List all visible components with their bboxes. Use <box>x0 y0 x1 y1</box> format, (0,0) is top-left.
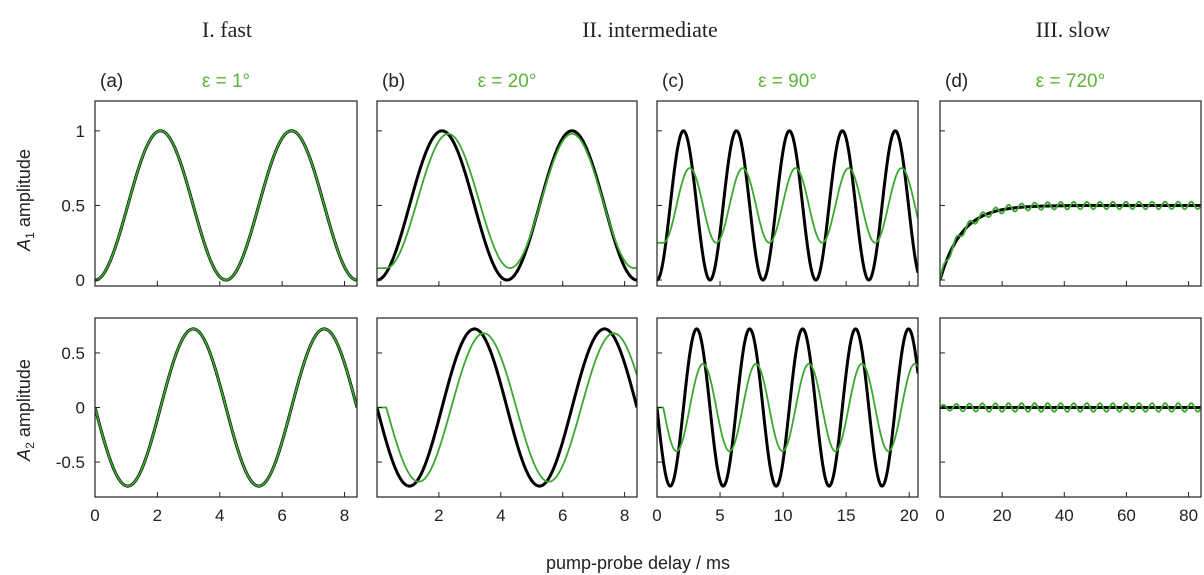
series-green-line <box>657 167 918 244</box>
series-green-line <box>95 328 357 487</box>
series-green-line <box>657 362 918 453</box>
x-tick-label: 60 <box>1117 506 1136 525</box>
regime-title-slow: III. slow <box>1036 17 1111 42</box>
series-green-line <box>95 129 357 281</box>
panel-2-2: 2 4 6 8 <box>376 317 638 525</box>
panel-2-3: 0 5 10 15 20 <box>652 317 919 525</box>
epsilon-label: ε = 1° <box>202 71 250 92</box>
plot-frame <box>94 100 358 287</box>
y-axis-label-row2: A2 amplitude <box>14 359 37 462</box>
x-tick-label: 0 <box>90 506 99 525</box>
plot-frame <box>656 317 919 498</box>
y-tick-label: 0 <box>76 271 85 290</box>
y-tick-label: 1 <box>76 122 85 141</box>
series-black-line <box>95 129 357 282</box>
series-green-line <box>377 132 637 270</box>
y-tick-label: -0.5 <box>56 453 85 472</box>
x-tick-label: 4 <box>215 506 224 525</box>
x-tick-label: 6 <box>277 506 286 525</box>
x-tick-label: 15 <box>837 506 856 525</box>
y-tick-label: 0.5 <box>61 196 85 215</box>
series-green-line <box>940 200 1201 281</box>
panel-1-2: (b) ε = 20° <box>376 71 638 287</box>
x-tick-label: 4 <box>496 506 505 525</box>
panel-letter: (c) <box>662 71 684 92</box>
x-tick-label: 20 <box>993 506 1012 525</box>
panel-letter: (b) <box>382 71 405 92</box>
epsilon-label: ε = 90° <box>758 71 817 92</box>
plot-frame <box>376 100 638 287</box>
y-tick-label: 0.5 <box>61 344 85 363</box>
panels: 0 0.5 1 (a) ε = 1° (b) ε = 20° (c) ε = 90° (d) ε =… <box>56 71 1202 525</box>
x-tick-label: 8 <box>620 506 629 525</box>
plot-frame <box>939 100 1202 287</box>
epsilon-label: ε = 720° <box>1036 71 1105 92</box>
series-black-line <box>657 129 918 282</box>
x-tick-label: 6 <box>558 506 567 525</box>
x-tick-label: 2 <box>434 506 443 525</box>
panel-2-4: 0 20 40 60 80 <box>935 317 1202 525</box>
epsilon-label: ε = 20° <box>478 71 537 92</box>
panel-1-3: (c) ε = 90° <box>656 71 919 287</box>
x-tick-label: 40 <box>1055 506 1074 525</box>
y-axis-label-row1: A1 amplitude <box>14 149 37 252</box>
panel-2-1: -0.5 0 0.5 0 2 4 6 8 <box>56 317 358 525</box>
regime-title-fast: I. fast <box>202 17 252 42</box>
series-black-line <box>377 327 637 488</box>
panel-letter: (a) <box>100 71 123 92</box>
x-axis-label: pump-probe delay / ms <box>546 553 730 573</box>
plot-frame <box>656 100 919 287</box>
x-tick-label: 5 <box>715 506 724 525</box>
series-green-line <box>940 402 1201 413</box>
panel-letter: (d) <box>945 71 968 92</box>
x-tick-label: 2 <box>153 506 162 525</box>
x-tick-label: 20 <box>900 506 919 525</box>
x-tick-label: 8 <box>340 506 349 525</box>
series-black-line <box>657 327 918 488</box>
x-tick-label: 0 <box>652 506 661 525</box>
x-tick-label: 10 <box>774 506 793 525</box>
x-tick-label: 0 <box>935 506 944 525</box>
y-tick-label: 0 <box>76 399 85 418</box>
regime-title-intermediate: II. intermediate <box>582 17 718 42</box>
series-green-line <box>377 332 637 483</box>
panel-1-1: 0 0.5 1 (a) ε = 1° <box>61 71 358 290</box>
panel-1-4: (d) ε = 720° <box>939 71 1202 287</box>
x-tick-label: 80 <box>1179 506 1198 525</box>
